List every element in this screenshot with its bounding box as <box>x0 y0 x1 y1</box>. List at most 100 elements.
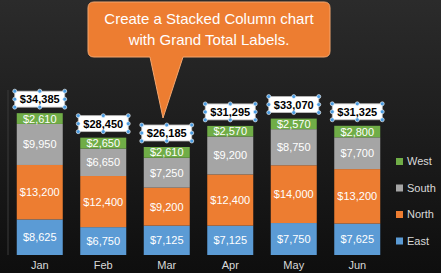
bar-segment <box>271 119 317 130</box>
selection-handle <box>380 118 384 122</box>
total-box <box>142 125 192 141</box>
selection-handle <box>140 131 144 135</box>
legend-label: East <box>407 235 429 247</box>
bar-segment <box>80 176 126 227</box>
bar-segment <box>144 226 190 255</box>
bar-segment <box>80 138 126 149</box>
selection-handle <box>292 111 296 115</box>
selection-handle <box>317 95 321 99</box>
total-label: $28,450 <box>83 118 123 130</box>
data-label: $14,000 <box>274 188 314 200</box>
data-label: $6,650 <box>86 156 120 168</box>
selection-handle <box>355 118 359 122</box>
legend-swatch <box>396 238 403 245</box>
bars <box>17 113 381 255</box>
data-label: $7,750 <box>277 233 311 245</box>
data-label: $9,950 <box>23 138 57 150</box>
data-label: $2,610 <box>150 146 184 158</box>
legend-swatch <box>396 158 403 165</box>
selection-handle <box>13 105 17 109</box>
selection-handle <box>190 131 194 135</box>
total-box <box>332 104 382 120</box>
bar-segment <box>80 227 126 255</box>
x-tick-label: May <box>283 259 304 271</box>
selection-handle <box>253 110 257 114</box>
total-box <box>15 91 65 107</box>
data-label: $9,200 <box>150 201 184 213</box>
data-label: $2,800 <box>340 126 374 138</box>
selection-handle <box>13 97 17 101</box>
total-label: $26,185 <box>147 127 187 139</box>
callout-shape <box>88 2 330 118</box>
data-label: $7,250 <box>150 167 184 179</box>
x-axis-labels: Jan Feb Mar Apr May Jun <box>31 259 366 271</box>
data-label: $8,625 <box>23 231 57 243</box>
data-label: $7,625 <box>340 233 374 245</box>
bar-segment <box>271 165 317 223</box>
total-label: $31,295 <box>210 106 250 118</box>
selection-handle <box>267 95 271 99</box>
bar-segment <box>17 219 63 255</box>
bar-segment <box>334 137 380 169</box>
data-label: $8,750 <box>277 141 311 153</box>
selection-handle <box>101 130 105 134</box>
selection-handle <box>253 102 257 106</box>
selection-handle <box>380 110 384 114</box>
bar-segment <box>334 169 380 223</box>
selection-handle <box>76 122 80 126</box>
annotation: with Grand Total Labels. <box>128 31 290 48</box>
total-label: $34,385 <box>20 93 60 105</box>
chart: $8,625$6,750$7,125$7,125$7,750$7,625$13,… <box>0 0 441 273</box>
x-tick-label: Feb <box>94 259 113 271</box>
total-labels: $34,385 $28,450 $26,185 $31,295 $33,070 $31,3… <box>13 89 385 143</box>
data-label: $6,750 <box>86 235 120 247</box>
bar-segment <box>17 113 63 124</box>
x-tick-label: Jan <box>31 259 49 271</box>
selection-handle <box>203 118 207 122</box>
x-tick-label: Jun <box>348 259 366 271</box>
total-box <box>269 97 319 113</box>
data-label: $7,125 <box>150 234 184 246</box>
selection-handle <box>203 110 207 114</box>
bar-segment <box>80 149 126 176</box>
data-label: $13,200 <box>337 190 377 202</box>
selection-handle <box>126 114 130 118</box>
legend-swatch <box>396 185 403 192</box>
selection-handle <box>190 139 194 143</box>
bar-segment <box>334 224 380 255</box>
legend-label: West <box>407 155 432 167</box>
callout: Create a Stacked Column chart with Grand … <box>88 2 330 118</box>
selection-handle <box>228 118 232 122</box>
selection-handle <box>13 89 17 93</box>
data-label: $2,570 <box>213 125 247 137</box>
total-box <box>78 116 128 132</box>
total-label: $33,070 <box>274 99 314 111</box>
data-label: $7,700 <box>340 147 374 159</box>
selection-handle <box>253 118 257 122</box>
selection-handle <box>330 110 334 114</box>
selection-handle <box>267 111 271 115</box>
data-label: $13,200 <box>20 186 60 198</box>
selection-handle <box>203 102 207 106</box>
background <box>0 0 441 273</box>
selection-handle <box>63 89 67 93</box>
selection-handle <box>165 139 169 143</box>
x-tick-label: Mar <box>157 259 176 271</box>
bar-segment <box>271 129 317 165</box>
bar-segment <box>144 188 190 226</box>
selection-handle <box>317 103 321 107</box>
bar-segment <box>207 174 253 225</box>
y-axis-line <box>8 90 9 255</box>
selection-handle <box>190 123 194 127</box>
data-label: $12,400 <box>210 194 250 206</box>
annotation: Create a Stacked Column chart <box>104 10 314 27</box>
x-tick-label: Apr <box>222 259 239 271</box>
selection-handle <box>317 111 321 115</box>
total-label: $31,325 <box>337 106 377 118</box>
bar-segment <box>17 124 63 165</box>
data-labels: $8,625$6,750$7,125$7,125$7,750$7,625$13,… <box>20 113 377 248</box>
data-label: $12,400 <box>83 196 123 208</box>
selection-handle <box>267 103 271 107</box>
data-label: $2,650 <box>86 137 120 149</box>
bar-segment <box>144 147 190 158</box>
